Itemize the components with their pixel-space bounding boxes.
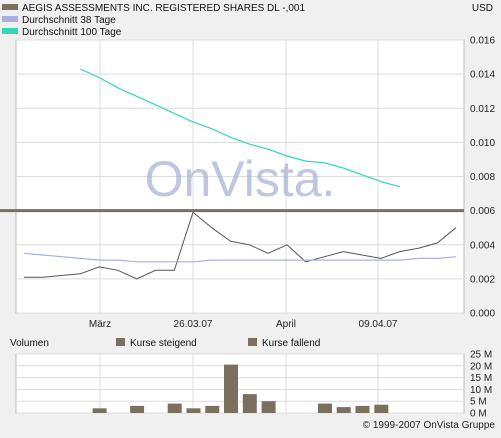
- volume-bar-15: [336, 407, 351, 413]
- volume-bar-14: [318, 403, 332, 413]
- x-tick-label-1: 26.03.07: [174, 319, 213, 330]
- y-tick-label-1: 0.002: [470, 274, 495, 285]
- legend-swatch-price: [2, 4, 18, 11]
- volume-y-tick-label-5: 25 M: [470, 350, 492, 361]
- volume-bar-17: [374, 404, 389, 413]
- volume-bar-10: [242, 394, 257, 413]
- price-line: [24, 211, 457, 280]
- volume-y-tick-label-4: 20 M: [470, 361, 492, 372]
- volume-y-tick-label-0: 0 M: [470, 409, 487, 420]
- volume-bar-11: [261, 401, 276, 413]
- legend-item-price: AEGIS ASSESSMENTS INC. REGISTERED SHARES…: [2, 3, 305, 15]
- y-tick-label-7: 0.014: [470, 70, 495, 81]
- volume-swatch-falling: [248, 338, 257, 347]
- volume-title: Volumen: [10, 338, 49, 349]
- volume-bar-2: [92, 408, 107, 413]
- volume-y-tick-label-2: 10 M: [470, 385, 492, 396]
- volume-legend-rising: Kurse steigend: [116, 338, 197, 350]
- volume-legend-rising-label: Kurse steigend: [130, 338, 197, 349]
- volume-bar-6: [167, 403, 182, 413]
- legend-swatch-avg100: [2, 28, 18, 35]
- x-tick-label-0: März: [89, 319, 111, 330]
- y-tick-label-2: 0.004: [470, 240, 495, 251]
- y-tick-label-8: 0.016: [470, 36, 495, 47]
- copyright: © 1999-2007 OnVista Gruppe: [362, 420, 495, 431]
- volume-y-tick-label-3: 15 M: [470, 373, 492, 384]
- currency-label: USD: [471, 3, 493, 14]
- legend-item-avg38: Durchschnitt 38 Tage: [2, 15, 116, 27]
- watermark-logo: OnVista.: [145, 151, 336, 207]
- legend-label-avg38: Durchschnitt 38 Tage: [22, 15, 116, 26]
- y-tick-label-4: 0.008: [470, 172, 495, 183]
- y-tick-label-6: 0.012: [470, 104, 495, 115]
- legend-item-avg100: Durchschnitt 100 Tage: [2, 27, 121, 39]
- legend-label-avg100: Durchschnitt 100 Tage: [22, 27, 122, 38]
- volume-plot-area: [15, 353, 465, 414]
- avg100-line: [80, 68, 400, 188]
- y-tick-label-5: 0.010: [470, 138, 495, 149]
- volume-bar-9: [224, 364, 238, 413]
- legend-swatch-avg38: [2, 16, 18, 23]
- avg38-line: [23, 252, 457, 263]
- volume-swatch-rising: [116, 338, 125, 347]
- y-tick-label-3: 0.006: [470, 206, 495, 217]
- volume-bar-7: [186, 408, 201, 413]
- volume-legend-falling: Kurse fallend: [248, 338, 320, 350]
- x-tick-label-3: 09.04.07: [359, 319, 398, 330]
- x-tick-label-2: April: [276, 319, 296, 330]
- volume-bar-8: [205, 405, 220, 413]
- volume-y-tick-label-1: 5 M: [470, 397, 487, 408]
- volume-legend-falling-label: Kurse fallend: [262, 338, 321, 349]
- volume-bar-4: [130, 405, 145, 413]
- legend-label-price: AEGIS ASSESSMENTS INC. REGISTERED SHARES…: [22, 3, 306, 14]
- y-tick-label-0: 0.000: [470, 309, 495, 320]
- volume-bar-16: [355, 405, 370, 413]
